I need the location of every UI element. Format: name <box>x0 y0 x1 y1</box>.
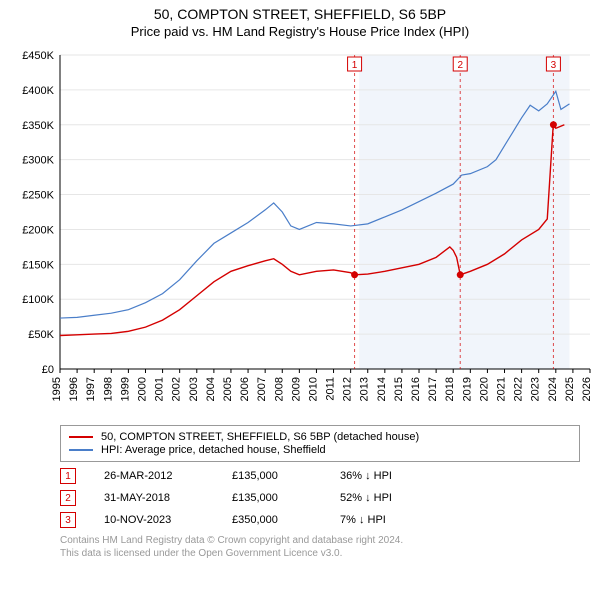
svg-text:2009: 2009 <box>290 377 302 401</box>
legend-label: HPI: Average price, detached house, Shef… <box>101 444 326 456</box>
title-subtitle: Price paid vs. HM Land Registry's House … <box>0 24 600 39</box>
svg-text:1997: 1997 <box>85 377 97 401</box>
sale-price: £135,000 <box>232 470 312 482</box>
svg-text:2003: 2003 <box>188 377 200 401</box>
legend-swatch <box>69 436 93 438</box>
title-address: 50, COMPTON STREET, SHEFFIELD, S6 5BP <box>0 6 600 22</box>
svg-text:2012: 2012 <box>342 377 354 401</box>
svg-text:2: 2 <box>457 60 463 71</box>
sale-price: £350,000 <box>232 514 312 526</box>
sale-diff: 36% ↓ HPI <box>340 470 440 482</box>
svg-text:2014: 2014 <box>376 377 388 401</box>
legend: 50, COMPTON STREET, SHEFFIELD, S6 5BP (d… <box>60 425 580 462</box>
svg-text:1996: 1996 <box>68 377 80 401</box>
legend-label: 50, COMPTON STREET, SHEFFIELD, S6 5BP (d… <box>101 431 419 443</box>
svg-text:2004: 2004 <box>205 377 217 401</box>
svg-text:2005: 2005 <box>222 377 234 401</box>
svg-text:2007: 2007 <box>256 377 268 401</box>
svg-text:2006: 2006 <box>239 377 251 401</box>
svg-text:3: 3 <box>551 60 557 71</box>
sale-row: 1 26-MAR-2012 £135,000 36% ↓ HPI <box>60 468 580 484</box>
legend-row: 50, COMPTON STREET, SHEFFIELD, S6 5BP (d… <box>69 431 571 443</box>
svg-text:2026: 2026 <box>581 377 593 401</box>
svg-text:1: 1 <box>352 60 358 71</box>
svg-text:1999: 1999 <box>119 377 131 401</box>
svg-text:2001: 2001 <box>154 377 166 401</box>
sale-date: 10-NOV-2023 <box>104 514 204 526</box>
svg-text:1995: 1995 <box>51 377 63 401</box>
svg-text:2013: 2013 <box>359 377 371 401</box>
svg-text:2024: 2024 <box>547 377 559 401</box>
sale-date: 31-MAY-2018 <box>104 492 204 504</box>
svg-text:1998: 1998 <box>102 377 114 401</box>
legend-row: HPI: Average price, detached house, Shef… <box>69 444 571 456</box>
svg-text:2002: 2002 <box>171 377 183 401</box>
svg-text:2016: 2016 <box>410 377 422 401</box>
svg-text:2020: 2020 <box>478 377 490 401</box>
svg-text:2025: 2025 <box>564 377 576 401</box>
svg-text:£350K: £350K <box>22 120 54 132</box>
sale-date: 26-MAR-2012 <box>104 470 204 482</box>
svg-text:2008: 2008 <box>273 377 285 401</box>
svg-text:2018: 2018 <box>444 377 456 401</box>
footer-attribution: Contains HM Land Registry data © Crown c… <box>60 534 580 560</box>
svg-text:2017: 2017 <box>427 377 439 401</box>
chart-titles: 50, COMPTON STREET, SHEFFIELD, S6 5BP Pr… <box>0 0 600 39</box>
svg-text:2015: 2015 <box>393 377 405 401</box>
svg-text:2011: 2011 <box>325 377 337 401</box>
svg-text:£300K: £300K <box>22 155 54 167</box>
svg-text:2019: 2019 <box>461 377 473 401</box>
svg-text:2021: 2021 <box>496 377 508 401</box>
sale-price: £135,000 <box>232 492 312 504</box>
svg-text:£200K: £200K <box>22 224 54 236</box>
footer-line1: Contains HM Land Registry data © Crown c… <box>60 534 580 547</box>
legend-swatch <box>69 449 93 451</box>
svg-text:£50K: £50K <box>28 329 54 341</box>
sale-row: 3 10-NOV-2023 £350,000 7% ↓ HPI <box>60 512 580 528</box>
sale-diff: 7% ↓ HPI <box>340 514 440 526</box>
svg-text:2010: 2010 <box>307 377 319 401</box>
svg-text:£400K: £400K <box>22 85 54 97</box>
svg-text:£100K: £100K <box>22 294 54 306</box>
svg-text:£450K: £450K <box>22 50 54 62</box>
chart-area: £0 £50K £100K £150K £200K £250K £300K £350K £400… <box>0 39 600 419</box>
svg-text:£0: £0 <box>42 364 54 376</box>
footer-line2: This data is licensed under the Open Gov… <box>60 547 580 560</box>
sale-number-box: 1 <box>60 468 76 484</box>
sale-number-box: 2 <box>60 490 76 506</box>
svg-text:2023: 2023 <box>530 377 542 401</box>
sale-diff: 52% ↓ HPI <box>340 492 440 504</box>
svg-text:2022: 2022 <box>513 377 525 401</box>
svg-text:£150K: £150K <box>22 259 54 271</box>
sales-table: 1 26-MAR-2012 £135,000 36% ↓ HPI 2 31-MAY-201… <box>60 468 580 528</box>
sale-row: 2 31-MAY-2018 £135,000 52% ↓ HPI <box>60 490 580 506</box>
svg-text:£250K: £250K <box>22 190 54 202</box>
svg-text:2000: 2000 <box>136 377 148 401</box>
chart-svg: £0 £50K £100K £150K £200K £250K £300K £350K £400… <box>0 39 600 419</box>
sale-number-box: 3 <box>60 512 76 528</box>
